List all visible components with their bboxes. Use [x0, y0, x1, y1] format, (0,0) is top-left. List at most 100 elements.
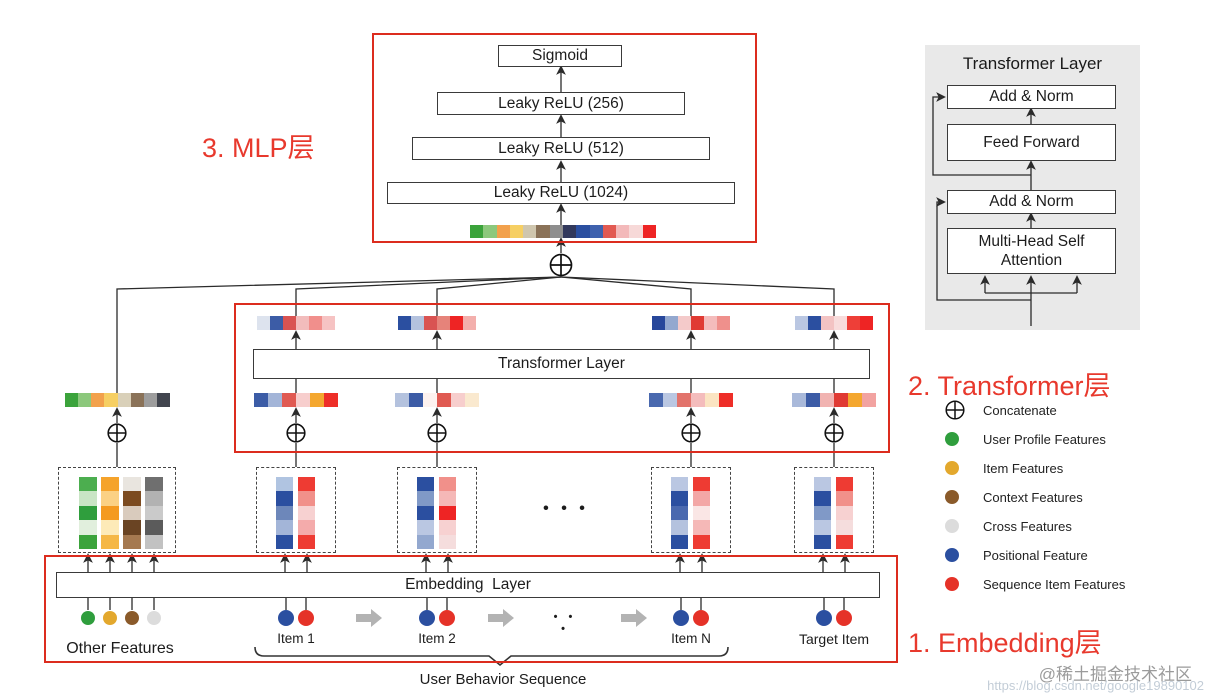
embedding-cell [463, 316, 476, 330]
embedding-cell [145, 491, 163, 506]
legend-item-label: Item Features [983, 460, 1064, 476]
embedding-cell [123, 491, 141, 506]
embedding-cell [123, 505, 141, 521]
embedding-cell [814, 534, 831, 550]
item2-vectors-box [397, 467, 477, 553]
mlp-concat-embedding-strip [470, 225, 656, 238]
add-norm-top-box: Add & Norm [947, 85, 1116, 109]
embedding-cell [417, 505, 434, 521]
embedding-cell [836, 534, 853, 550]
embedding-cell [523, 225, 537, 238]
transformer-layer-box: Transformer Layer [253, 349, 870, 379]
embedding-cell [693, 491, 710, 506]
embedding-cell [417, 491, 434, 506]
embedding-cell [79, 505, 97, 521]
embedding-cell [836, 491, 853, 506]
embedding-cell [671, 477, 688, 492]
dots-ellipsis: • • • [553, 611, 577, 635]
embedding-cell [123, 520, 141, 535]
feature-color-dot [945, 519, 971, 533]
embedding-cell [470, 225, 484, 238]
embedding-cell [123, 477, 141, 492]
embedding-cell [298, 534, 315, 550]
embedding-cell [276, 505, 293, 521]
embedding-cell [439, 505, 456, 521]
legend-item: Cross Features [945, 518, 1125, 534]
embedding-cell [704, 316, 717, 330]
concatenate-icon [824, 423, 844, 448]
concatenate-icon [549, 253, 573, 282]
embedding-cell [322, 316, 335, 330]
embedding-cell [395, 393, 409, 407]
embedding-cell [101, 534, 119, 550]
embedding-cell [439, 534, 456, 550]
embedding-cell [693, 534, 710, 550]
embedding-cell [143, 393, 157, 407]
embedding-cell [693, 505, 710, 521]
transformer-output-strip [257, 316, 335, 330]
items-ellipsis: • • • [543, 500, 589, 517]
embedding-cell [451, 393, 465, 407]
embedding-cell [254, 393, 268, 407]
embedding-cell [156, 393, 170, 407]
embedding-cell [270, 316, 283, 330]
sequence-item-embedding-column [439, 477, 456, 550]
embedding-cell [693, 477, 710, 492]
embedding-cell [268, 393, 282, 407]
embedding-cell [678, 316, 691, 330]
watermark-handle: @稀土掘金技术社区 [1038, 665, 1192, 684]
embedding-cell [324, 393, 338, 407]
itemN-vectors-box [651, 467, 731, 553]
positional-feature-dot [673, 610, 689, 626]
transformer-output-strip [652, 316, 730, 330]
embedding-cell [847, 316, 860, 330]
embedding-cell [589, 225, 603, 238]
embedding-cell [848, 393, 862, 407]
embedding-cell [862, 393, 876, 407]
embedding-cell [821, 316, 834, 330]
target-vectors-box [794, 467, 874, 553]
sequence-item-feature-dot [836, 610, 852, 626]
other-features-vectors-box [58, 467, 176, 553]
item-features-embedding-column [101, 477, 119, 550]
embedding-layer-box: Embedding Layer [56, 572, 880, 598]
legend-item: Item Features [945, 460, 1125, 476]
sequence-item-feature-dot [693, 610, 709, 626]
embedding-cell [439, 491, 456, 506]
positional-feature-dot [419, 610, 435, 626]
embedding-cell [101, 505, 119, 521]
embedding-cell [276, 534, 293, 550]
embedding-cell [642, 225, 656, 238]
leaky-relu-256-box: Leaky ReLU (256) [437, 92, 685, 115]
embedding-cell [424, 316, 437, 330]
embedding-cell [417, 477, 434, 492]
embedding-cell [79, 534, 97, 550]
positional-feature-dot [816, 610, 832, 626]
embedding-cell [719, 393, 733, 407]
item1-vectors-box [256, 467, 336, 553]
other-features-label: Other Features [66, 640, 174, 657]
embedding-cell [298, 505, 315, 521]
transformer-input-strip [792, 393, 876, 407]
embedding-cell [296, 393, 310, 407]
embedding-cell [671, 520, 688, 535]
detail-panel-title: Transformer Layer [962, 54, 1103, 73]
embedding-cell [276, 477, 293, 492]
legend-item-label: Cross Features [983, 518, 1072, 534]
embedding-cell [562, 225, 577, 238]
concatenate-icon [945, 400, 971, 420]
embedding-cell [792, 393, 806, 407]
embedding-cell [123, 534, 141, 550]
embedding-cell [439, 520, 456, 535]
concatenate-icon [681, 423, 701, 448]
watermark-url: https://blog.csdn.net/google19890102 [987, 678, 1204, 693]
embedding-cell [629, 225, 643, 238]
embedding-cell [834, 316, 847, 330]
embedding-cell [409, 393, 423, 407]
legend-item-label: User Profile Features [983, 431, 1106, 447]
sequence-item-embedding-column [836, 477, 853, 550]
embedding-cell [834, 393, 848, 407]
embedding-cell [693, 520, 710, 535]
